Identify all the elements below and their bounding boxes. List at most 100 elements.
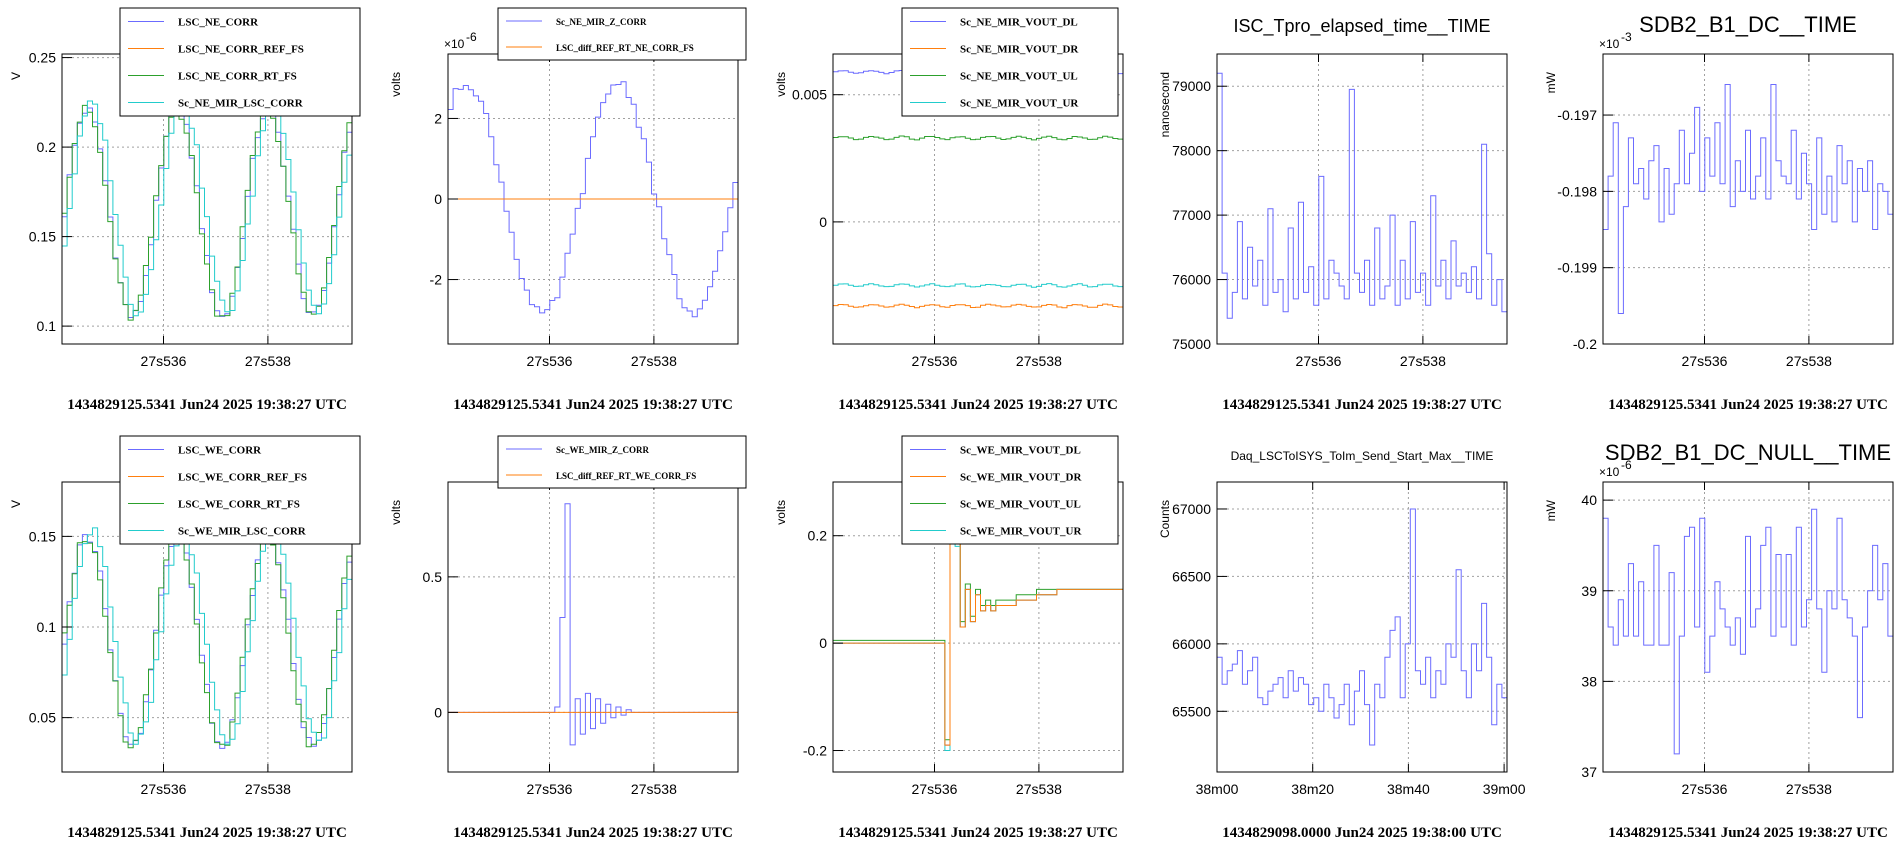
x-tick-label: 27s536 <box>912 353 958 369</box>
y-axis-label: volts <box>774 72 788 97</box>
chart-panel: 27s536 27s538 0.1 0.15 0.2 0.25 V LSC_NE_CORR LS… <box>9 7 361 413</box>
legend-label: Sc_WE_MIR_VOUT_DL <box>960 445 1081 457</box>
footer-timestamp: 1434829125.5341 Jun24 2025 19:38:27 UTC <box>1608 825 1888 841</box>
exponent-label: ×10 <box>1599 37 1620 51</box>
y-axis-label: mW <box>1544 71 1558 93</box>
y-tick-label: 78000 <box>1172 143 1211 159</box>
x-tick-label: 27s538 <box>245 353 291 369</box>
y-tick-label: 0.5 <box>423 569 443 585</box>
legend-box <box>497 7 747 61</box>
x-tick-label: 27s538 <box>245 781 291 797</box>
chart-panel: 38m00 38m20 38m40 39m00 65500 66000 66500 67000… <box>1158 449 1526 841</box>
y-tick-label: 76000 <box>1172 272 1211 288</box>
y-tick-label: 0 <box>819 214 827 230</box>
series-line <box>448 81 738 318</box>
y-tick-label: 75000 <box>1172 336 1211 352</box>
series-line <box>62 531 352 749</box>
y-tick-label: -0.197 <box>1557 107 1597 123</box>
chart-panel: 27s536 27s538 0 0.005 volts Sc_NE_MIR_VOUT_DL… <box>774 7 1124 413</box>
x-tick-label: 27s538 <box>1786 353 1832 369</box>
y-axis-label: volts <box>774 500 788 525</box>
legend-label: Sc_NE_MIR_Z_CORR <box>556 17 647 27</box>
legend-box <box>497 435 747 489</box>
y-axis-label: V <box>9 500 23 508</box>
y-tick-label: -0.2 <box>803 743 827 759</box>
exponent-label: ×10 <box>1599 465 1620 479</box>
plot-frame <box>1216 53 1508 345</box>
series-line <box>1603 84 1893 314</box>
y-axis-label: nanosecond <box>1158 72 1172 137</box>
series-line <box>833 283 1123 288</box>
footer-timestamp: 1434829125.5341 Jun24 2025 19:38:27 UTC <box>67 397 347 413</box>
legend-label: Sc_WE_MIR_VOUT_DR <box>960 472 1082 484</box>
legend-label: LSC_diff_REF_RT_WE_CORR_FS <box>556 471 696 481</box>
legend-label: LSC_WE_CORR_REF_FS <box>178 472 307 484</box>
legend-label: Sc_NE_MIR_VOUT_DR <box>960 44 1079 56</box>
legend-box <box>119 7 361 117</box>
y-tick-label: 65500 <box>1172 703 1211 719</box>
legend-label: LSC_NE_CORR <box>178 17 259 29</box>
legend-label: Sc_NE_MIR_LSC_CORR <box>178 98 304 110</box>
series-line <box>62 104 352 321</box>
legend-label: Sc_WE_MIR_LSC_CORR <box>178 526 307 538</box>
footer-timestamp: 1434829125.5341 Jun24 2025 19:38:27 UTC <box>453 825 733 841</box>
chart-panel: 27s536 27s538 0 0.5 volts Sc_WE_MIR_Z_CORR LSC… <box>389 435 747 841</box>
y-tick-label: -2 <box>430 272 443 288</box>
y-tick-label: 0.15 <box>29 528 56 544</box>
x-tick-label: 38m00 <box>1196 781 1239 797</box>
footer-timestamp: 1434829098.0000 Jun24 2025 19:38:00 UTC <box>1222 825 1502 841</box>
x-tick-label: 27s536 <box>1296 353 1342 369</box>
exponent-power: -6 <box>1621 458 1632 472</box>
series-line <box>1217 508 1507 746</box>
series-line <box>62 100 352 317</box>
footer-timestamp: 1434829125.5341 Jun24 2025 19:38:27 UTC <box>838 825 1118 841</box>
legend-label: LSC_WE_CORR <box>178 445 262 457</box>
series-line <box>833 303 1123 309</box>
chart-panel: 27s536 27s538 -0.2 -0.199 -0.198 -0.197 mW ×10-… <box>1544 12 1894 413</box>
x-tick-label: 27s538 <box>1786 781 1832 797</box>
y-tick-label: 39 <box>1581 583 1597 599</box>
y-tick-label: 0.1 <box>37 318 57 334</box>
legend-label: Sc_NE_MIR_VOUT_DL <box>960 17 1078 29</box>
x-tick-label: 27s536 <box>1682 353 1728 369</box>
legend-label: Sc_NE_MIR_VOUT_UR <box>960 98 1079 110</box>
series-line <box>62 536 352 749</box>
y-tick-label: -0.199 <box>1557 260 1597 276</box>
x-tick-label: 27s538 <box>1016 353 1062 369</box>
legend-box <box>119 435 361 545</box>
plot-title: ISC_Tpro_elapsed_time__TIME <box>1233 16 1490 37</box>
y-tick-label: 67000 <box>1172 501 1211 517</box>
x-tick-label: 27s536 <box>1682 781 1728 797</box>
y-tick-label: 0.2 <box>808 528 828 544</box>
footer-timestamp: 1434829125.5341 Jun24 2025 19:38:27 UTC <box>67 825 347 841</box>
x-tick-label: 27s536 <box>912 781 958 797</box>
x-tick-label: 27s538 <box>631 353 677 369</box>
x-tick-label: 27s536 <box>527 353 573 369</box>
footer-timestamp: 1434829125.5341 Jun24 2025 19:38:27 UTC <box>453 397 733 413</box>
y-tick-label: 0 <box>819 635 827 651</box>
x-tick-label: 27s536 <box>141 781 187 797</box>
series-line <box>1603 508 1893 755</box>
y-tick-label: 0.05 <box>29 710 56 726</box>
y-tick-label: 40 <box>1581 492 1597 508</box>
legend-box <box>901 7 1119 117</box>
series-line <box>1217 72 1507 319</box>
y-tick-label: 0.2 <box>37 139 57 155</box>
series-line <box>448 503 738 746</box>
y-tick-label: 79000 <box>1172 78 1211 94</box>
legend-box <box>901 435 1119 545</box>
y-tick-label: 2 <box>434 110 442 126</box>
legend-label: LSC_NE_CORR_REF_FS <box>178 44 304 56</box>
y-axis-label: Counts <box>1158 500 1172 538</box>
x-tick-label: 27s538 <box>1400 353 1446 369</box>
plot-frame <box>1602 53 1894 345</box>
y-tick-label: 37 <box>1581 764 1597 780</box>
legend-label: Sc_WE_MIR_VOUT_UL <box>960 499 1081 511</box>
y-tick-label: 0 <box>434 704 442 720</box>
exponent-power: -6 <box>466 30 477 44</box>
chart-panel: 27s536 27s538 -0.2 0 0.2 volts Sc_WE_MIR_VOUT_… <box>774 435 1124 841</box>
plot-title: SDB2_B1_DC__TIME <box>1639 12 1857 37</box>
legend-label: Sc_WE_MIR_VOUT_UR <box>960 526 1082 538</box>
chart-panel: 27s536 27s538 0.05 0.1 0.15 V LSC_WE_CORR LSC_W… <box>9 435 361 841</box>
